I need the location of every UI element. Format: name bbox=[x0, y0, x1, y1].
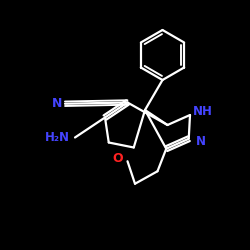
Text: H₂N: H₂N bbox=[45, 131, 70, 144]
Text: N: N bbox=[52, 97, 63, 110]
Text: NH: NH bbox=[192, 105, 212, 118]
Text: O: O bbox=[112, 152, 123, 165]
Text: N: N bbox=[196, 135, 206, 148]
